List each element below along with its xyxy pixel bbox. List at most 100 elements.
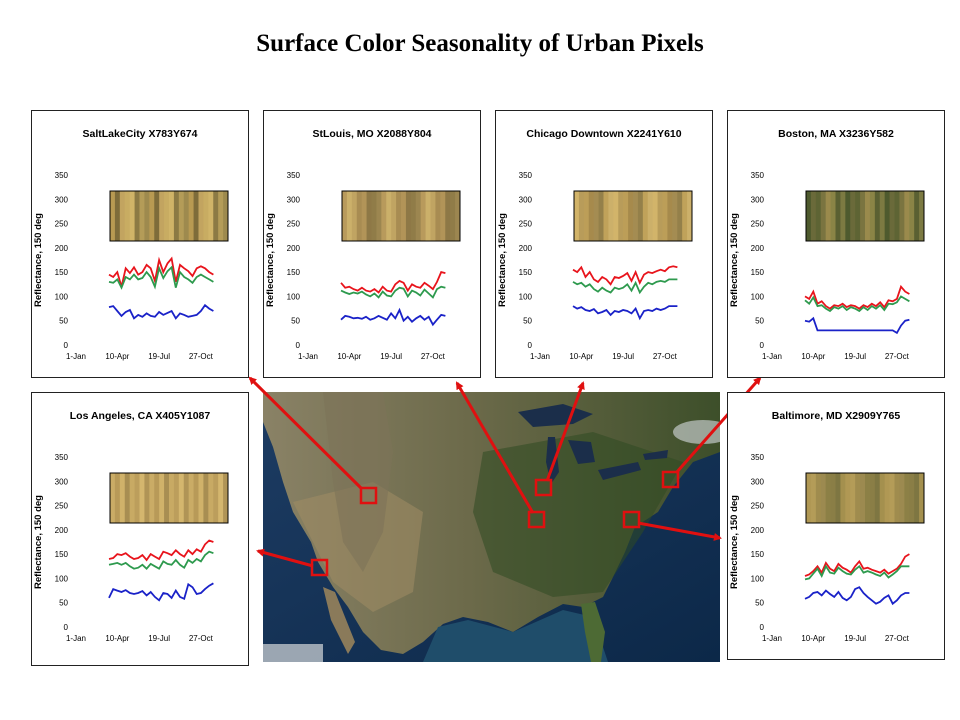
chart-title: Los Angeles, CA X405Y1087 [70, 410, 211, 422]
y-axis-label: Reflectance, 150 deg [33, 213, 44, 307]
series-line-3 [572, 305, 678, 321]
strip-segment [593, 191, 600, 241]
strip-segment [183, 191, 190, 241]
strip-segment [894, 191, 900, 241]
strip-segment [820, 191, 827, 241]
strip-segment [884, 473, 891, 523]
surface-color-strip [109, 472, 229, 524]
y-tick-label: 250 [751, 220, 765, 229]
strip-segment [114, 191, 121, 241]
y-tick-label: 300 [55, 195, 69, 204]
strip-segment [889, 473, 895, 523]
strip-segment [425, 191, 431, 241]
strip-segment [850, 473, 856, 523]
y-tick-label: 150 [55, 550, 69, 559]
strip-segment [672, 191, 678, 241]
strip-segment [657, 191, 663, 241]
series-line-3 [340, 307, 446, 327]
strip-segment [391, 191, 397, 241]
strip-border [109, 190, 229, 242]
y-tick-label: 100 [751, 574, 765, 583]
map-image [263, 392, 720, 662]
strip-segment [159, 473, 165, 523]
strip-segment [110, 473, 116, 523]
x-tick-label: 10-Apr [569, 352, 593, 361]
strip-segment [119, 473, 126, 523]
strip-segment [154, 191, 160, 241]
strip-segment [652, 191, 659, 241]
strip-segment [889, 191, 895, 241]
strip-segment [164, 473, 170, 523]
strip-segment [110, 191, 116, 241]
chart-title: StLouis, MO X2088Y804 [312, 128, 431, 140]
strip-segment [346, 191, 353, 241]
strip-segment [435, 191, 441, 241]
strip-segment [642, 191, 649, 241]
strip-segment [874, 191, 881, 241]
satellite-map [263, 392, 720, 662]
strip-segment [914, 191, 920, 241]
y-tick-label: 100 [287, 292, 301, 301]
strip-segment [884, 191, 891, 241]
strip-segment [687, 191, 693, 241]
strip-segment [806, 191, 812, 241]
y-tick-label: 50 [291, 317, 300, 326]
series-line-1 [804, 553, 910, 577]
y-tick-label: 250 [519, 220, 533, 229]
strip-segment [840, 191, 846, 241]
strip-segment [899, 473, 905, 523]
x-tick-label: 27-Oct [653, 352, 678, 361]
strip-segment [633, 191, 639, 241]
strip-segment [371, 191, 377, 241]
strip-segment [159, 191, 165, 241]
y-tick-label: 0 [760, 623, 765, 632]
strip-segment [386, 191, 392, 241]
y-tick-label: 300 [751, 195, 765, 204]
series-line-1 [804, 284, 910, 310]
strip-segment [193, 473, 199, 523]
y-tick-label: 200 [519, 244, 533, 253]
strip-segment [188, 473, 195, 523]
series-line-3 [108, 303, 214, 320]
y-tick-label: 150 [55, 268, 69, 277]
series-line-3 [804, 586, 910, 606]
y-tick-label: 200 [55, 244, 69, 253]
y-tick-label: 200 [287, 244, 301, 253]
y-tick-label: 300 [519, 195, 533, 204]
strip-segment [203, 191, 209, 241]
strip-segment [223, 473, 229, 523]
chart-svg: Baltimore, MD X2909Y765 Reflectance, 150 … [729, 410, 925, 643]
strip-segment [178, 191, 185, 241]
strip-segment [879, 473, 886, 523]
strip-segment [445, 191, 451, 241]
y-axis-label: Reflectance, 150 deg [33, 495, 44, 589]
strip-segment [855, 473, 861, 523]
y-tick-label: 250 [55, 502, 69, 511]
y-tick-label: 250 [287, 220, 301, 229]
strip-segment [835, 473, 841, 523]
strip-segment [173, 191, 180, 241]
strip-segment [154, 473, 160, 523]
strip-segment [860, 473, 866, 523]
y-tick-label: 150 [519, 268, 533, 277]
strip-segment [351, 191, 358, 241]
y-tick-label: 300 [55, 477, 69, 486]
strip-segment [623, 191, 629, 241]
y-tick-label: 350 [519, 171, 533, 180]
y-tick-label: 100 [55, 574, 69, 583]
strip-segment [139, 191, 145, 241]
y-tick-label: 150 [287, 268, 301, 277]
strip-segment [588, 191, 595, 241]
strip-segment [810, 473, 817, 523]
strip-segment [129, 473, 136, 523]
strip-segment [815, 191, 822, 241]
strip-segment [677, 191, 683, 241]
strip-segment [628, 191, 634, 241]
y-tick-label: 50 [755, 317, 764, 326]
strip-segment [578, 191, 585, 241]
surface-color-strip [805, 190, 925, 242]
x-tick-label: 27-Oct [885, 352, 910, 361]
strip-segment [450, 191, 456, 241]
strip-segment [415, 191, 422, 241]
x-tick-label: 27-Oct [189, 352, 214, 361]
